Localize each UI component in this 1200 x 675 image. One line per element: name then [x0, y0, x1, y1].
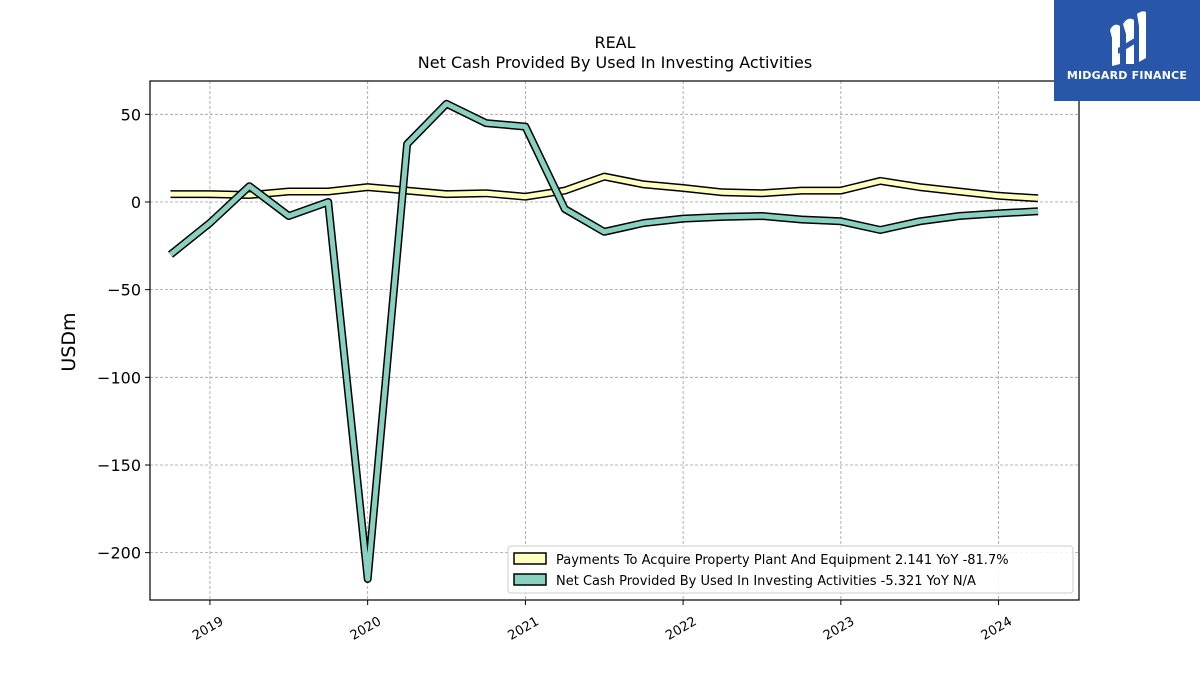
brand-name: MIDGARD FINANCE — [1066, 69, 1188, 82]
y-tick-label: −50 — [107, 281, 141, 300]
series-line-0 — [170, 174, 1039, 201]
x-tick-label: 2019 — [190, 614, 226, 644]
legend-box — [507, 545, 1074, 594]
y-tick-label: −150 — [97, 456, 141, 475]
x-tick-label: 2024 — [979, 614, 1015, 644]
y-tick-label: 50 — [121, 105, 141, 124]
y-axis-ticks: 50 0 −50 −100 −150 −200 — [97, 105, 150, 563]
x-tick-label: 2023 — [821, 614, 857, 644]
legend-label-ppe: Payments To Acquire Property Plant And E… — [556, 553, 1009, 568]
x-tick-label: 2022 — [663, 614, 699, 644]
legend-label-investing: Net Cash Provided By Used In Investing A… — [556, 574, 976, 589]
grid — [150, 81, 1079, 600]
x-tick-label: 2021 — [506, 614, 542, 644]
x-tick-label: 2020 — [348, 614, 384, 644]
legend: Payments To Acquire Property Plant And E… — [507, 545, 1074, 594]
series-line-1 — [168, 101, 1039, 582]
y-tick-label: −200 — [97, 544, 141, 563]
chart-title: REAL — [594, 33, 635, 52]
legend-swatch-investing — [513, 573, 547, 586]
midgard-m-logo-icon — [1110, 11, 1146, 67]
y-tick-label: −100 — [97, 368, 141, 387]
legend-swatch-ppe — [513, 552, 547, 565]
plot-frame — [149, 80, 1080, 601]
y-axis-label: USDm — [58, 312, 80, 371]
brand-logo: MIDGARD FINANCE — [1054, 0, 1200, 101]
chart-subtitle: Net Cash Provided By Used In Investing A… — [418, 53, 812, 72]
y-tick-label: 0 — [131, 193, 141, 212]
series-layer — [167, 99, 1039, 583]
x-axis-ticks: 2019 2020 2021 2022 2023 2024 — [190, 600, 1015, 644]
